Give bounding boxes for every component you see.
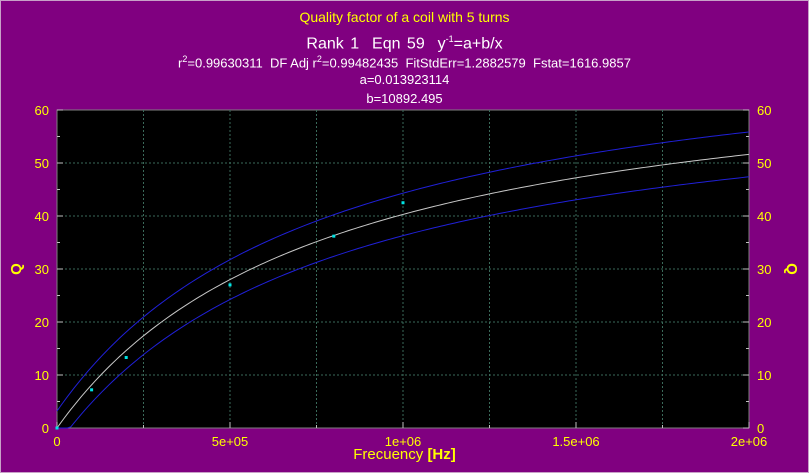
y-axis-label-right: Q xyxy=(783,263,800,275)
x-axis-label-text: Frecuency xyxy=(353,446,424,463)
adj-r2-value: =0.99482435 xyxy=(321,55,399,71)
x-tick-label: 5e+05 xyxy=(212,434,249,449)
rank-equation-line: Rank 1 Eqn 59 y-1=a+b/x xyxy=(0,34,809,53)
rank-label: Rank 1 xyxy=(306,35,360,53)
y-tick-label-right: 40 xyxy=(757,209,771,224)
chart-title: Quality factor of a coil with 5 turns xyxy=(299,9,510,25)
x-tick-label: 1e+06 xyxy=(385,434,422,449)
x-tick-label: 1.5e+06 xyxy=(552,434,599,449)
y-tick-label-left: 40 xyxy=(35,209,49,224)
eqn-label: Eqn 59 xyxy=(372,35,425,53)
y-tick-label-left: 0 xyxy=(42,421,49,436)
x-tick-label: 2e+06 xyxy=(731,434,768,449)
confidence-band-lower xyxy=(57,176,750,429)
y-tick-labels-left: 0 10 20 30 40 50 60 xyxy=(35,103,49,436)
confidence-band xyxy=(56,131,750,429)
adj-r2-label: DF Adj r xyxy=(269,55,317,71)
tick-marks xyxy=(56,109,750,429)
equation-exponent: -1 xyxy=(445,34,454,44)
y-tick-label-left: 50 xyxy=(35,156,49,171)
x-tick-label: 0 xyxy=(53,434,60,449)
adj-r2-exponent: 2 xyxy=(316,54,322,64)
y-tick-label-left: 30 xyxy=(35,262,49,277)
y-tick-label-left: 10 xyxy=(35,368,49,383)
r2-value: =0.99630311 xyxy=(187,55,263,71)
data-point xyxy=(55,426,59,430)
confidence-band-upper xyxy=(56,131,750,412)
y-axis-label-left: Q xyxy=(8,263,25,275)
fit-curve xyxy=(56,153,750,429)
y-tick-label-right: 50 xyxy=(757,156,771,171)
r2-label: r xyxy=(178,55,183,71)
r2-exponent: 2 xyxy=(182,54,188,64)
data-point xyxy=(401,201,405,205)
fit-std-err: FitStdErr=1.2882579 xyxy=(405,55,526,71)
x-tick-labels: 0 5e+05 1e+06 1.5e+06 2e+06 xyxy=(53,434,767,449)
y-tick-label-left: 20 xyxy=(35,315,49,330)
f-stat: Fstat=1616.9857 xyxy=(533,55,631,71)
data-points xyxy=(55,201,405,430)
x-axis-label: Frecuency [Hz] xyxy=(0,446,809,463)
data-point xyxy=(228,283,232,287)
y-tick-label-left: 60 xyxy=(35,103,49,118)
y-tick-label-right: 0 xyxy=(757,421,764,436)
coefficient-a: a=0.013923114 xyxy=(359,72,450,87)
y-tick-label-right: 30 xyxy=(757,262,771,277)
y-tick-label-right: 20 xyxy=(757,315,771,330)
y-tick-label-right: 60 xyxy=(757,103,771,118)
data-point xyxy=(332,234,336,238)
data-point xyxy=(90,388,94,392)
coefficient-b: b=10892.495 xyxy=(366,91,443,106)
y-tick-label-right: 10 xyxy=(757,368,771,383)
data-point xyxy=(124,356,128,360)
grid-lines xyxy=(57,110,749,428)
y-tick-labels-right: 0 10 20 30 40 50 60 xyxy=(757,103,771,436)
equation-rest: =a+b/x xyxy=(453,35,503,53)
equation-base: y xyxy=(437,35,446,53)
x-axis-unit: [Hz] xyxy=(427,446,456,463)
fit-statistics: r2=0.99630311 DF Adj r2=0.99482435 FitSt… xyxy=(0,54,809,70)
